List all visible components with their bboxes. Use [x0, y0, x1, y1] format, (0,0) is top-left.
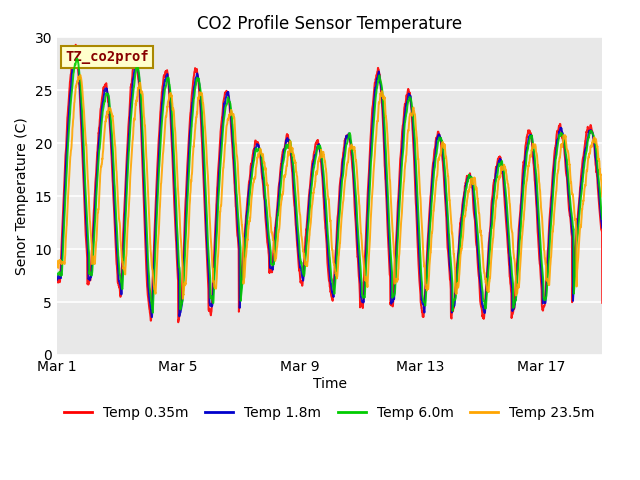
Title: CO2 Profile Sensor Temperature: CO2 Profile Sensor Temperature	[197, 15, 462, 33]
X-axis label: Time: Time	[312, 377, 347, 391]
Bar	[57, 143, 602, 302]
Legend: Temp 0.35m, Temp 1.8m, Temp 6.0m, Temp 23.5m: Temp 0.35m, Temp 1.8m, Temp 6.0m, Temp 2…	[59, 400, 600, 425]
Text: TZ_co2prof: TZ_co2prof	[65, 50, 149, 64]
Y-axis label: Senor Temperature (C): Senor Temperature (C)	[15, 117, 29, 275]
